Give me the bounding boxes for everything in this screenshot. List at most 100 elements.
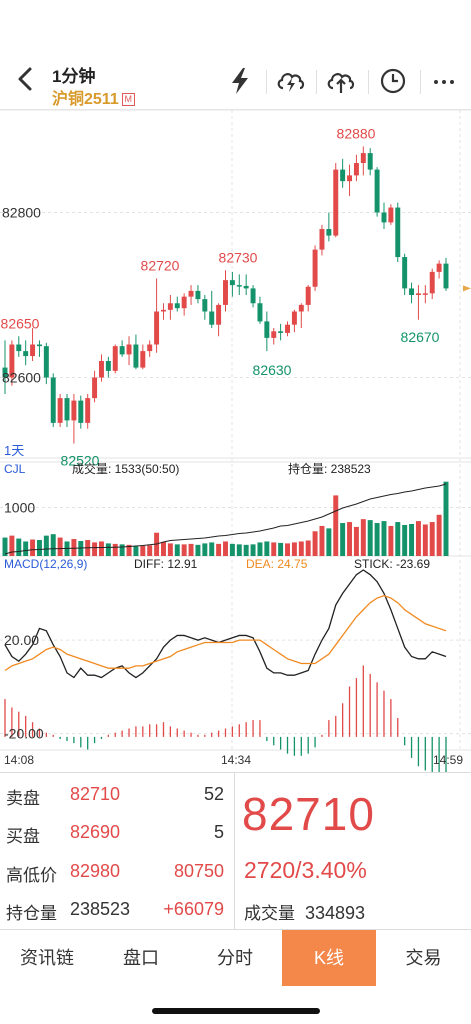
volume-bar <box>285 543 290 556</box>
volume-bar <box>216 543 222 556</box>
volume-bar <box>381 521 387 556</box>
bottom-tabs: 资讯链 盘口 分时 K线 交易 <box>0 930 471 986</box>
price-annotation: 82630 <box>253 362 292 378</box>
nav-header: 1分钟 沪铜2511 M <box>0 52 471 110</box>
price-annotation: 82730 <box>219 249 258 265</box>
volume-bar <box>119 544 125 556</box>
candle-body <box>216 304 222 325</box>
lightning-icon[interactable] <box>224 66 256 96</box>
volume-bar <box>147 545 153 556</box>
volume-bar <box>202 543 208 556</box>
candle-body <box>319 229 325 250</box>
volume-bar <box>188 543 194 556</box>
bid-row[interactable]: 买盘 82690 5 <box>0 813 234 851</box>
candle-body <box>23 351 29 357</box>
volume-bar <box>223 541 228 556</box>
cloud-upload-icon[interactable] <box>325 66 357 96</box>
more-icon[interactable] <box>428 66 460 96</box>
candle-body <box>353 163 359 176</box>
tab-trade[interactable]: 交易 <box>405 948 442 968</box>
tab-order-book[interactable]: 盘口 <box>123 948 159 968</box>
volume-bars <box>2 481 449 556</box>
ask-qty: 52 <box>203 784 224 804</box>
kline-chart[interactable]: 82800 82600 82880 82730 82720 82650 82670 82630… <box>0 110 471 772</box>
candle-body <box>195 290 201 300</box>
ask-row[interactable]: 卖盘 82710 52 <box>0 775 234 813</box>
candle-body <box>250 288 256 304</box>
time-label-mid: 14:34 <box>221 753 251 767</box>
candle-body <box>236 285 242 287</box>
candle-body <box>298 304 304 312</box>
candle-body <box>16 344 22 352</box>
volume-bar <box>167 543 173 556</box>
back-arrow-icon[interactable] <box>8 62 42 96</box>
price-annotation: 82520 <box>61 453 100 469</box>
candle-body <box>2 367 8 378</box>
candle-body <box>436 263 442 272</box>
volume-bar <box>319 525 325 556</box>
candle-body <box>161 309 166 312</box>
macd-series <box>4 569 447 772</box>
candle-body <box>312 249 318 287</box>
volume-bar <box>30 539 36 556</box>
candle-body <box>174 303 180 309</box>
period-label: 1天 <box>4 443 24 458</box>
header-divider <box>368 70 369 94</box>
volume-bar <box>374 523 380 556</box>
candle-body <box>305 286 311 305</box>
volume-bar <box>209 542 215 556</box>
last-price-marker <box>463 285 471 292</box>
volume-bar <box>236 544 242 556</box>
page-title: 1分钟 <box>52 67 96 86</box>
contract-code: 沪铜2511 <box>52 91 119 108</box>
contract-name[interactable]: 沪铜2511 M <box>52 85 135 109</box>
volume-bar <box>429 522 435 556</box>
volume-value: 334893 <box>305 903 366 923</box>
volume-bar <box>395 522 401 556</box>
candle-body <box>119 346 125 355</box>
candle-body <box>360 153 366 163</box>
candle-body <box>223 280 228 305</box>
volume-bar <box>174 544 180 556</box>
volume-bar <box>360 519 366 556</box>
volume-bar <box>112 543 118 556</box>
candle-body <box>367 153 373 170</box>
candle-body <box>57 398 63 423</box>
candle-body <box>278 331 284 333</box>
candle-body <box>30 344 36 357</box>
candle-body <box>36 344 42 347</box>
volume-bar <box>243 544 249 556</box>
volume-bar <box>367 520 373 556</box>
volume-bar <box>16 538 22 556</box>
volume-bar <box>181 544 187 556</box>
candle-body <box>326 229 332 236</box>
stick-value: STICK: -23.69 <box>354 557 430 571</box>
volume-tick-label: 1000 <box>4 500 35 516</box>
market-badge: M <box>121 93 135 106</box>
time-label-start: 14:08 <box>4 753 34 767</box>
volume-bar <box>333 495 339 556</box>
ask-price: 82710 <box>70 784 121 804</box>
volume-bar <box>271 542 277 556</box>
clock-icon[interactable] <box>377 66 409 96</box>
open-interest-summary: 持仓量: 238523 <box>288 461 371 476</box>
cloud-sync-icon[interactable] <box>275 66 307 96</box>
candle-body <box>181 296 187 309</box>
candle-body <box>202 299 208 312</box>
high-price: 82980 <box>70 861 121 881</box>
tab-news-chain[interactable]: 资讯链 <box>20 948 74 968</box>
volume-bar <box>436 514 442 556</box>
candle-body <box>333 169 339 236</box>
candle-body <box>50 377 56 423</box>
open-interest-line <box>4 483 447 555</box>
volume-bar <box>443 481 449 556</box>
tab-intraday[interactable]: 分时 <box>217 948 253 968</box>
tab-kline[interactable]: K线 <box>282 930 376 986</box>
candle-body <box>402 257 408 289</box>
candle-body <box>78 400 84 423</box>
oi-change: +66079 <box>163 899 224 919</box>
dea-line <box>4 595 447 672</box>
volume-bar <box>353 526 359 556</box>
volume-bar <box>71 539 77 556</box>
